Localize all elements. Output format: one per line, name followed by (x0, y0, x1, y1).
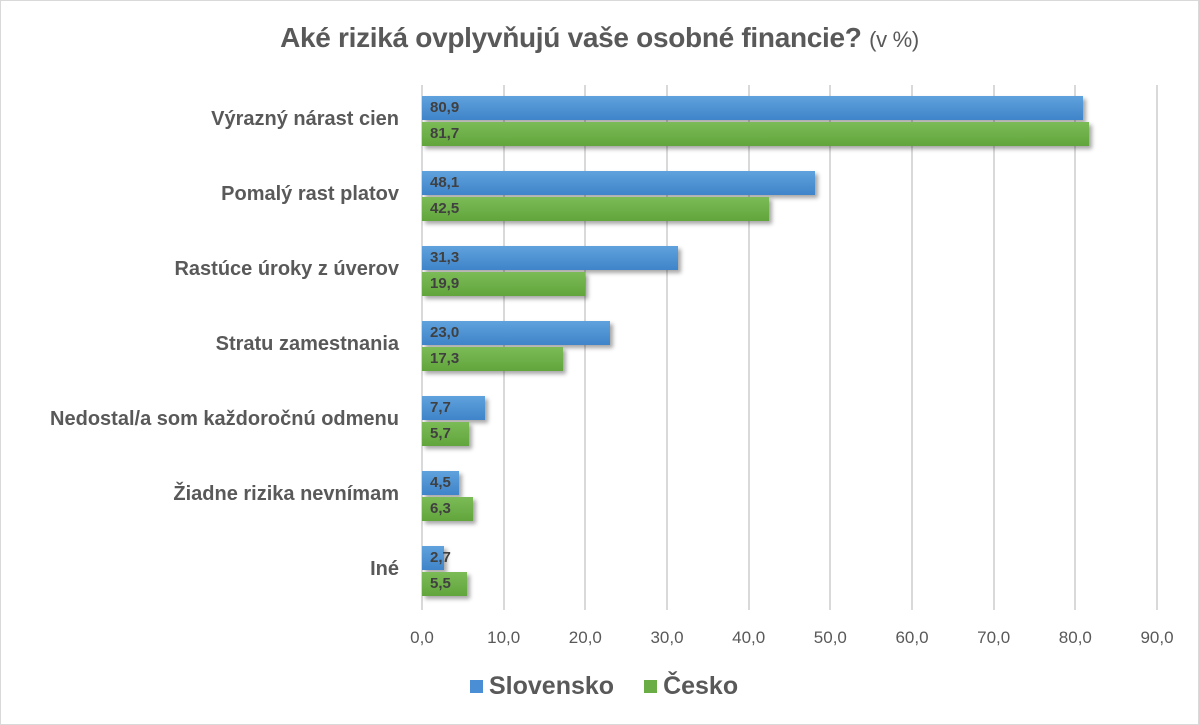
category-label: Nedostal/a som každoročnú odmenu (50, 408, 399, 430)
chart-title-unit: (v %) (869, 27, 919, 52)
data-label: 6,3 (430, 500, 451, 517)
data-label: 17,3 (430, 350, 460, 367)
data-label: 31,3 (430, 249, 460, 266)
legend-label: Slovensko (489, 672, 615, 700)
bar-cesko: 5,7 (422, 422, 469, 446)
category-label: Žiadne rizika nevnímam (173, 483, 399, 505)
legend: Slovensko Česko (470, 672, 768, 701)
gridline (1156, 85, 1158, 610)
data-label: 5,7 (430, 425, 451, 442)
data-label: 4,5 (430, 474, 451, 491)
category-label: Výrazný nárast cien (211, 108, 399, 130)
x-tick-label: 70,0 (977, 628, 1011, 647)
legend-swatch-icon (644, 680, 658, 693)
category-label: Rastúce úroky z úverov (174, 258, 399, 280)
bar-slovensko: 2,7 (422, 546, 451, 570)
plot-area: 80,9 48,1 31,3 23,0 7,7 4,5 2,7 81,7 42,5 19,9 17,… (421, 85, 1158, 610)
legend-label: Česko (663, 672, 739, 700)
x-tick-label: 40,0 (732, 628, 766, 647)
chart-title-main: Aké riziká ovplyvňujú vaše osobné financ… (280, 22, 862, 53)
legend-swatch-icon (470, 680, 483, 693)
data-label: 48,1 (430, 174, 460, 191)
x-tick-label: 50,0 (813, 628, 847, 647)
bar-slovensko: 48,1 (422, 171, 815, 195)
x-tick-label: 90,0 (1140, 628, 1174, 647)
bar-cesko: 19,9 (422, 272, 585, 296)
bar-cesko: 42,5 (422, 197, 770, 221)
gridline (829, 85, 832, 610)
category-label: Stratu zamestnania (215, 333, 399, 355)
bar-slovensko: 4,5 (422, 471, 459, 495)
gridline (1074, 85, 1077, 610)
data-label: 7,7 (430, 399, 451, 416)
data-label: 81,7 (430, 125, 460, 142)
gridline (911, 85, 913, 610)
x-tick-label: 30,0 (650, 628, 684, 647)
category-label: Pomalý rast platov (221, 183, 399, 205)
x-tick-label: 20,0 (568, 628, 602, 647)
gridline (992, 85, 995, 610)
data-label: 23,0 (430, 324, 460, 341)
x-tick-label: 0,0 (410, 628, 434, 647)
gridline (666, 85, 668, 610)
data-label: 19,9 (430, 275, 460, 292)
data-label: 2,7 (430, 549, 451, 566)
bar-cesko: 6,3 (422, 497, 474, 521)
data-label: 42,5 (430, 200, 460, 217)
bar-cesko: 5,5 (422, 572, 467, 596)
bar-slovensko: 23,0 (422, 321, 610, 345)
bar-cesko: 81,7 (422, 122, 1090, 146)
bar-slovensko: 80,9 (422, 96, 1083, 120)
category-label: Iné (370, 558, 399, 580)
data-label: 80,9 (430, 99, 460, 116)
legend-item-cesko: Česko (644, 672, 738, 701)
bar-slovensko: 7,7 (422, 396, 485, 420)
bar-cesko: 17,3 (422, 347, 564, 371)
bar-slovensko: 31,3 (422, 246, 678, 270)
legend-item-slovensko: Slovensko (470, 672, 614, 701)
chart-title: Aké riziká ovplyvňujú vaše osobné financ… (0, 22, 1199, 54)
x-tick-label: 60,0 (895, 628, 929, 647)
x-tick-label: 10,0 (487, 628, 521, 647)
data-label: 5,5 (430, 575, 451, 592)
gridline (747, 85, 750, 610)
x-tick-label: 80,0 (1058, 628, 1092, 647)
gridline (584, 85, 587, 610)
